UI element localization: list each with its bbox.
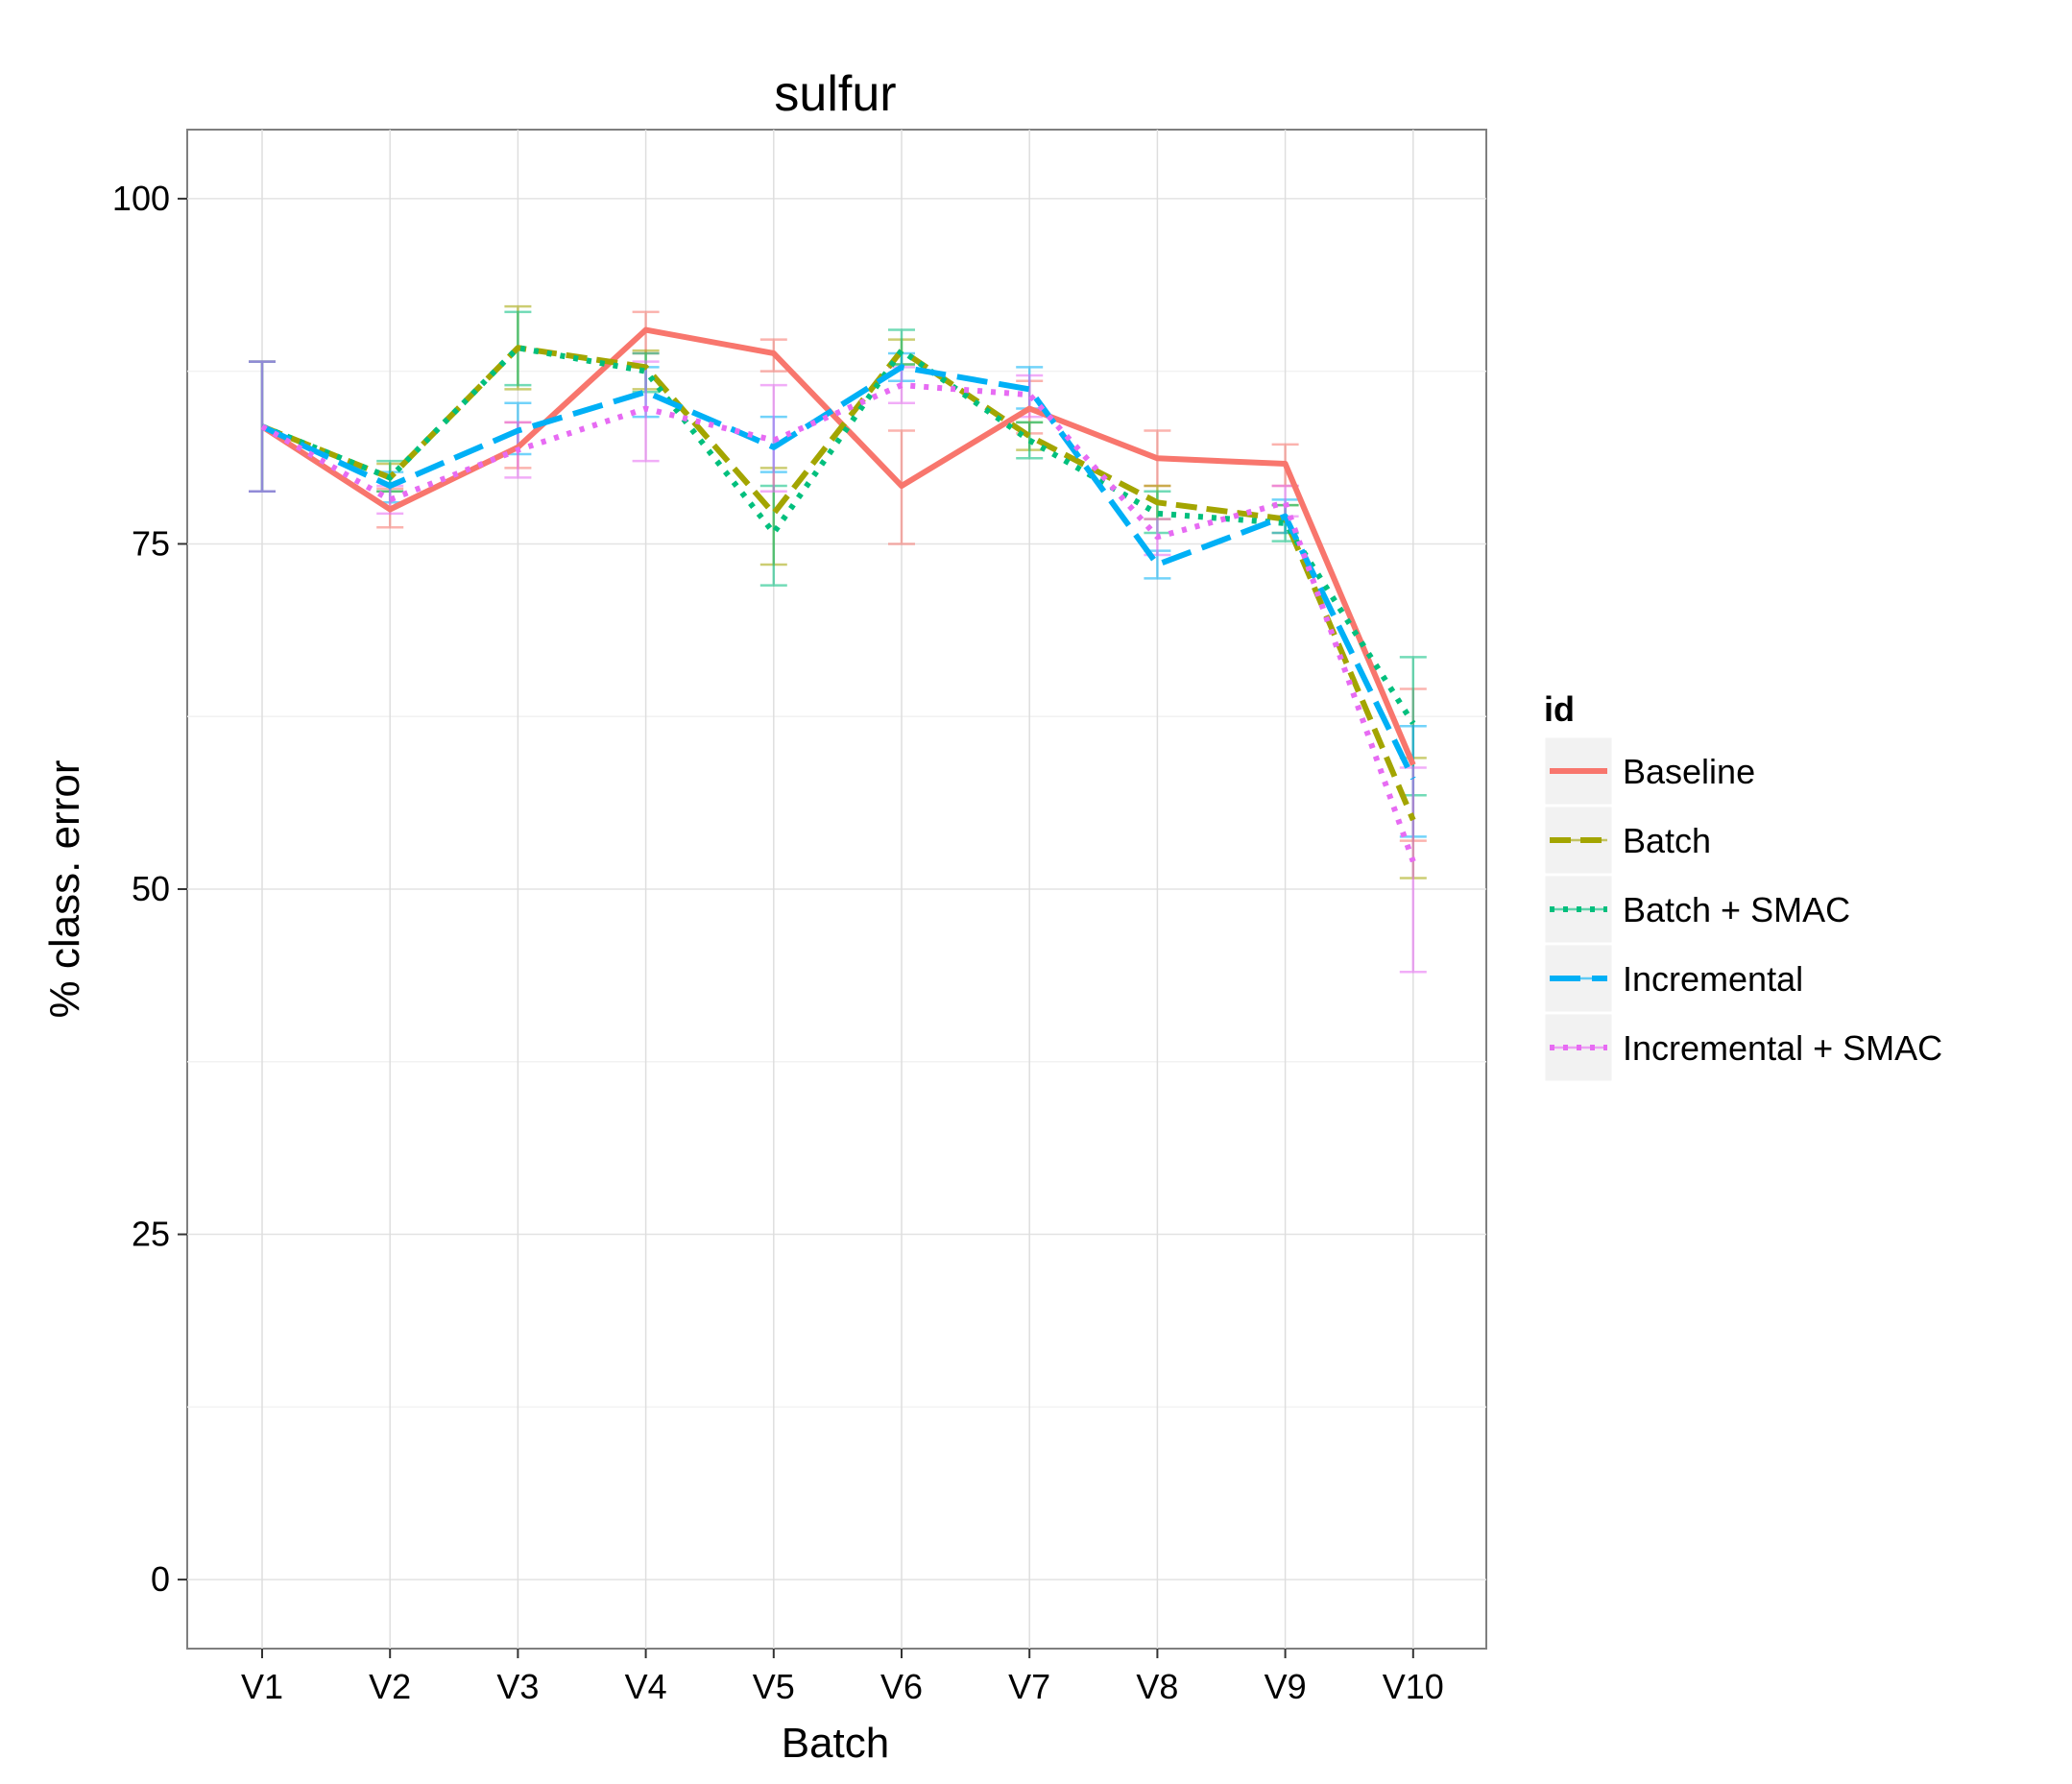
x-tick-label: V1: [241, 1667, 283, 1706]
plot-panel: [186, 129, 1487, 1650]
chart-title: sulfur: [774, 66, 896, 122]
legend-label: Baseline: [1623, 752, 1755, 791]
y-tick-label: 50: [132, 869, 170, 908]
y-tick-label: 0: [151, 1559, 170, 1599]
legend-label: Batch: [1623, 821, 1711, 860]
legend-label: Incremental + SMAC: [1623, 1028, 1942, 1068]
x-axis: V1 V2 V3 V4 V5 V6 V7 V8 V9 V10: [241, 1649, 1444, 1706]
y-tick-label: 75: [132, 523, 170, 563]
x-tick-label: V10: [1383, 1667, 1444, 1706]
legend-title: id: [1544, 689, 1575, 729]
legend-label: Incremental: [1623, 959, 1803, 999]
series-lines: [260, 326, 1416, 863]
x-tick-label: V3: [496, 1667, 539, 1706]
series-line: [260, 382, 1416, 863]
x-axis-title: Batch: [782, 1720, 890, 1767]
series-line: [260, 326, 1416, 766]
x-tick-label: V9: [1265, 1667, 1307, 1706]
series-line: [260, 364, 1416, 781]
x-tick-label: V8: [1136, 1667, 1178, 1706]
error-bar: [1016, 421, 1044, 460]
x-tick-label: V5: [753, 1667, 795, 1706]
y-tick-label: 100: [112, 179, 170, 218]
legend-label: Batch + SMAC: [1623, 890, 1850, 929]
y-axis-title: % class. error: [41, 760, 88, 1019]
error-bar: [1399, 766, 1427, 974]
gridlines: [187, 130, 1486, 1649]
x-tick-label: V6: [880, 1667, 923, 1706]
x-tick-label: V2: [369, 1667, 411, 1706]
y-axis: 0 25 50 75 100: [112, 179, 187, 1599]
x-tick-label: V7: [1008, 1667, 1050, 1706]
series-line: [260, 345, 1416, 726]
legend: id Baseline Batch Batch + SMAC Incremental I…: [1542, 689, 1942, 1084]
y-tick-label: 25: [132, 1215, 170, 1254]
x-tick-label: V4: [625, 1667, 667, 1706]
